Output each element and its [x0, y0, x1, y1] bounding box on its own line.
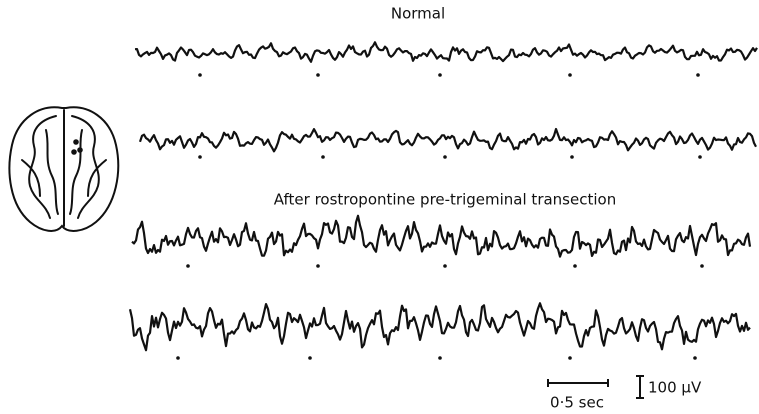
time-marker [438, 356, 442, 360]
time-marker [696, 73, 700, 77]
time-marker [186, 264, 190, 268]
brain-diagram [8, 106, 120, 232]
time-marker [198, 155, 202, 159]
eeg-trace [128, 302, 751, 352]
voltage-scale-label: 100 μV [648, 379, 702, 397]
heading-normal: Normal [391, 5, 445, 23]
time-scale-label: 0·5 sec [550, 394, 604, 412]
heading-after: After rostropontine pre-trigeminal trans… [274, 191, 616, 209]
time-marker [568, 73, 572, 77]
time-marker [443, 264, 447, 268]
time-marker [198, 73, 202, 77]
time-marker [698, 155, 702, 159]
time-marker [316, 73, 320, 77]
time-marker [443, 155, 447, 159]
time-marker [316, 264, 320, 268]
eeg-trace [131, 214, 752, 258]
eeg-trace [134, 41, 758, 63]
time-marker [573, 264, 577, 268]
time-marker [693, 356, 697, 360]
time-marker [438, 73, 442, 77]
time-marker [568, 356, 572, 360]
time-marker [308, 356, 312, 360]
time-marker [176, 356, 180, 360]
eeg-trace [138, 127, 757, 153]
time-marker [321, 155, 325, 159]
scale-bars [547, 375, 644, 399]
time-marker [700, 264, 704, 268]
time-marker [570, 155, 574, 159]
